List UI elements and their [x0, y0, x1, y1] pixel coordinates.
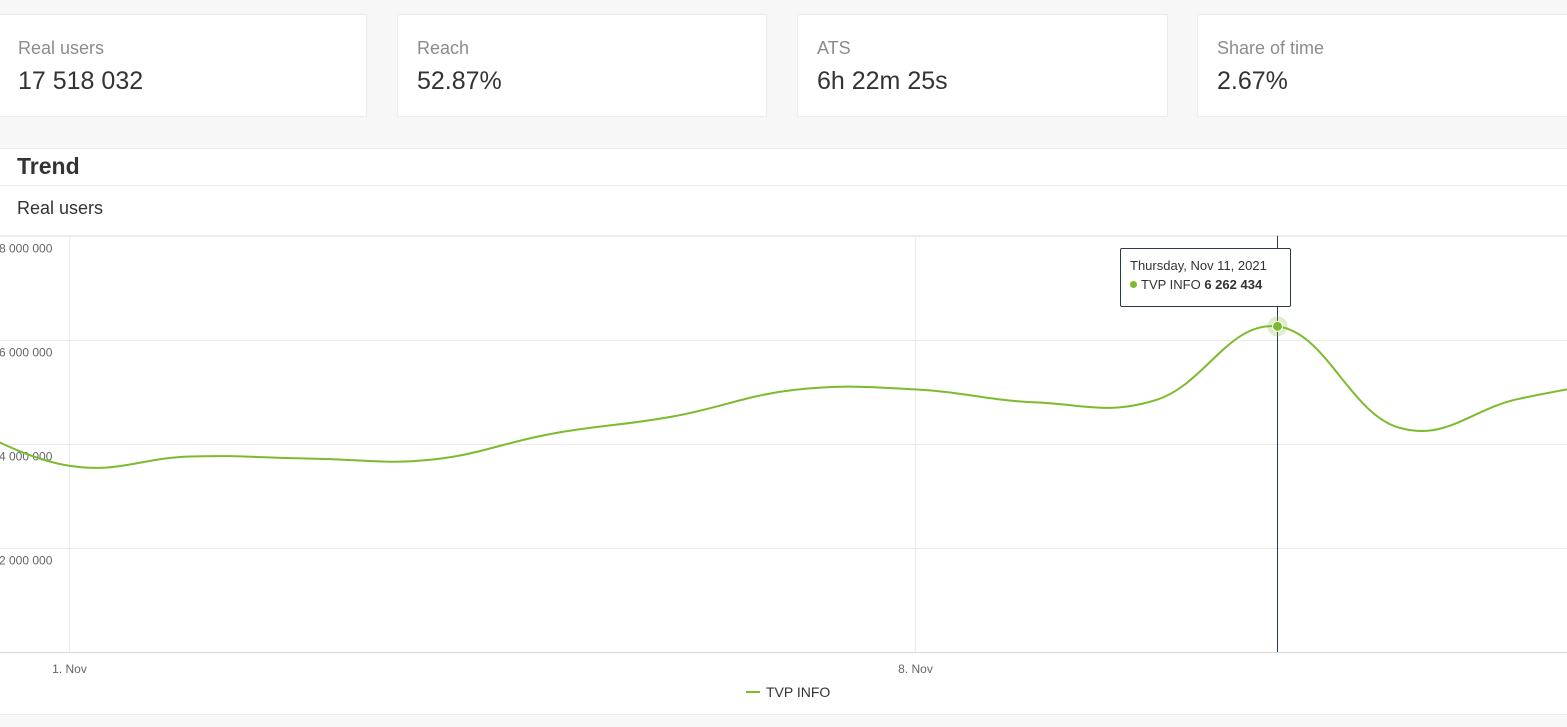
x-tick-label: 8. Nov: [898, 662, 933, 676]
divider: [0, 235, 1567, 236]
kpi-card-share-of-time[interactable]: Share of time 2.67%: [1197, 14, 1567, 117]
kpi-label: Real users: [18, 38, 105, 58]
kpi-label: Reach: [417, 38, 470, 58]
highlight-point: [1272, 320, 1283, 332]
trend-title: Trend: [17, 153, 80, 179]
chart-legend[interactable]: TVP INFO: [746, 684, 830, 700]
y-axis-ticks: 8 000 000 6 000 000 4 000 000 2 000 000: [0, 242, 53, 568]
y-tick-label: 4 000 000: [0, 450, 53, 464]
x-axis-ticks: 1. Nov 8. Nov: [52, 662, 933, 676]
series-line-tvp-info: [0, 325, 1567, 469]
series-layer: [0, 236, 1567, 652]
kpi-value: 17 518 032: [18, 67, 144, 95]
trend-panel: Trend Real users: [0, 148, 1567, 715]
kpi-value: 2.67%: [1217, 67, 1288, 95]
kpi-label: ATS: [817, 38, 851, 58]
y-tick-label: 8 000 000: [0, 242, 53, 256]
chart-subtitle: Real users: [17, 198, 104, 218]
kpi-label: Share of time: [1217, 38, 1325, 58]
y-tick-label: 6 000 000: [0, 346, 53, 360]
kpi-card-real-users[interactable]: Real users 17 518 032: [0, 14, 367, 117]
chart-grid: [0, 236, 1567, 653]
tooltip-row: TVP INFO 6 262 434: [1130, 277, 1262, 292]
tooltip-value: 6 262 434: [1204, 277, 1263, 292]
tooltip-series: TVP INFO: [1141, 277, 1201, 292]
kpi-row: Real users 17 518 032 Reach 52.87% ATS 6…: [0, 14, 1567, 119]
series-dot-icon: [1130, 281, 1137, 288]
kpi-value: 52.87%: [417, 67, 502, 95]
chart-tooltip: Thursday, Nov 11, 2021 TVP INFO 6 262 43…: [1120, 248, 1291, 307]
y-tick-label: 2 000 000: [0, 554, 53, 568]
tooltip-date: Thursday, Nov 11, 2021: [1130, 258, 1267, 273]
kpi-card-reach[interactable]: Reach 52.87%: [397, 14, 767, 117]
divider: [0, 185, 1567, 186]
legend-item-tvp-info: TVP INFO: [766, 684, 830, 700]
kpi-card-ats[interactable]: ATS 6h 22m 25s: [797, 14, 1168, 117]
kpi-value: 6h 22m 25s: [817, 67, 948, 95]
x-tick-label: 1. Nov: [52, 662, 87, 676]
